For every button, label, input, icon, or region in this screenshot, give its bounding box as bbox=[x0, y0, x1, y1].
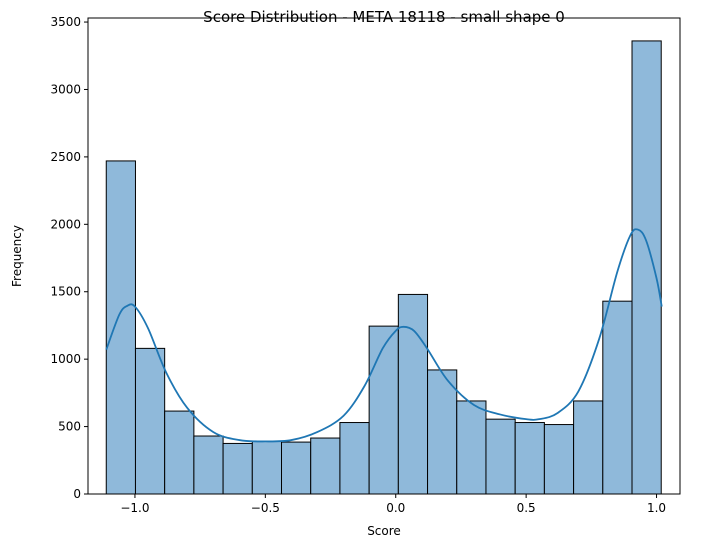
x-axis-ticks: −1.0 −0.5 0.0 0.5 1.0 bbox=[120, 494, 666, 515]
y-tick-label: 3000 bbox=[50, 82, 81, 96]
y-axis-ticks: 0 500 1000 1500 2000 2500 3000 3500 bbox=[50, 15, 88, 501]
x-axis-label: Score bbox=[367, 524, 401, 538]
y-tick-label: 0 bbox=[73, 487, 81, 501]
histogram-bar bbox=[368, 325, 399, 495]
histogram-bar bbox=[193, 435, 224, 495]
histogram-bar bbox=[251, 440, 283, 495]
kde-curve bbox=[105, 228, 663, 443]
histogram-bar bbox=[105, 160, 136, 495]
x-tick-label: −1.0 bbox=[120, 501, 149, 515]
histogram-bar bbox=[543, 424, 575, 495]
histogram-bar bbox=[281, 441, 312, 495]
histogram-bar bbox=[339, 422, 370, 495]
x-tick-label: 0.5 bbox=[517, 501, 536, 515]
histogram-bar bbox=[164, 410, 195, 495]
y-axis-label: Frequency bbox=[10, 225, 24, 287]
x-tick-label: −0.5 bbox=[251, 501, 280, 515]
histogram-bar bbox=[456, 400, 487, 495]
bars-group bbox=[105, 40, 662, 495]
y-tick-label: 1000 bbox=[50, 352, 81, 366]
histogram-bar bbox=[514, 422, 545, 495]
histogram-bar bbox=[134, 347, 166, 495]
histogram-bar bbox=[310, 437, 341, 495]
histogram-bar bbox=[397, 293, 429, 495]
plot-frame bbox=[87, 17, 681, 495]
chart-title: Score Distribution - META 18118 - small … bbox=[203, 8, 565, 26]
x-tick-label: 0.0 bbox=[386, 501, 405, 515]
histogram-bar bbox=[631, 40, 662, 495]
histogram-bar bbox=[573, 400, 604, 495]
y-tick-label: 1500 bbox=[50, 285, 81, 299]
histogram-bar bbox=[602, 300, 633, 495]
y-tick-label: 2500 bbox=[50, 150, 81, 164]
histogram-bar bbox=[222, 442, 253, 495]
histogram-bar bbox=[427, 369, 458, 495]
y-tick-label: 2000 bbox=[50, 217, 81, 231]
x-tick-label: 1.0 bbox=[647, 501, 666, 515]
y-tick-label: 500 bbox=[58, 420, 81, 434]
histogram-bar bbox=[485, 418, 516, 495]
y-tick-label: 3500 bbox=[50, 15, 81, 29]
